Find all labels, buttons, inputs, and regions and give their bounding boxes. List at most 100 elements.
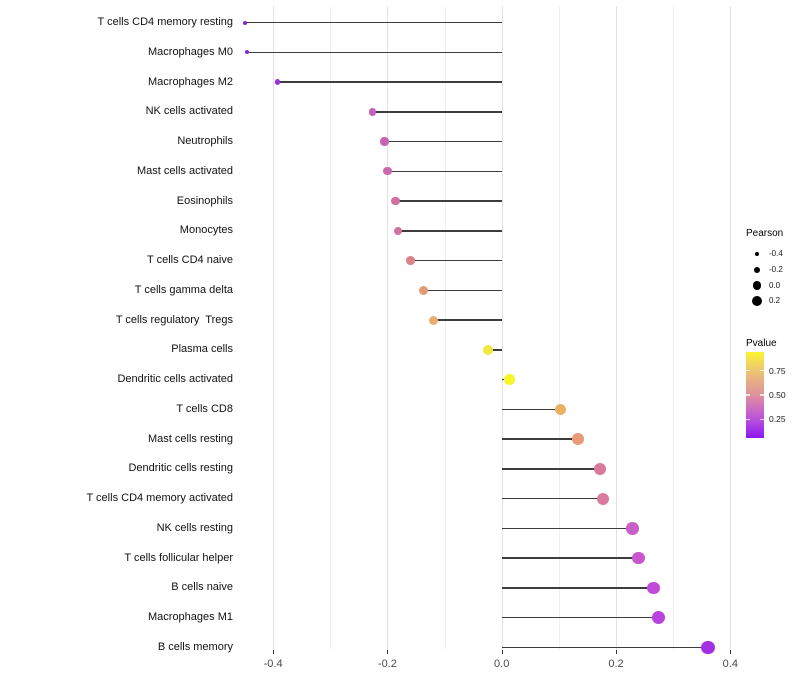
row-label: Mast cells activated — [137, 164, 233, 177]
row-label: B cells naive — [171, 581, 233, 594]
pvalue-tick-label: 0.25 — [769, 414, 786, 425]
pvalue-gradient-bar — [746, 352, 764, 438]
lollipop-dot — [242, 20, 247, 25]
lollipop-stem — [501, 587, 654, 589]
gridline-major — [616, 6, 617, 650]
lollipop-stem — [387, 170, 502, 173]
row-label: NK cells resting — [156, 521, 233, 534]
legend-size-dot — [752, 296, 762, 307]
lollipop-stem — [501, 527, 633, 530]
lollipop-stem — [501, 438, 579, 440]
row-label: NK cells activated — [145, 105, 233, 118]
lollipop-stem — [277, 81, 502, 83]
legend-size-label: 0.0 — [769, 280, 781, 290]
lollipop-dot — [383, 167, 392, 176]
lollipop-dot — [380, 137, 389, 146]
lollipop-dot — [701, 640, 715, 655]
lollipop-dot — [504, 374, 515, 385]
x-tick-mark — [730, 650, 732, 654]
lollipop-stem — [487, 349, 502, 351]
pvalue-tick-mark — [760, 369, 764, 372]
row-label: B cells memory — [157, 640, 233, 653]
lollipop-dot — [245, 50, 250, 55]
x-tick-label: 0.4 — [722, 658, 738, 670]
pvalue-tick-mark — [746, 394, 750, 396]
legend-pearson-title: Pearson — [746, 228, 784, 239]
row-label: T cells CD4 memory resting — [97, 16, 234, 28]
legend-size-dot — [754, 252, 760, 257]
gridline-major — [387, 6, 389, 650]
lollipop-dot — [554, 403, 567, 416]
x-tick-label: -0.4 — [263, 658, 283, 670]
row-label: Dendritic cells resting — [128, 462, 233, 475]
lollipop-dot — [275, 79, 281, 85]
row-label: Macrophages M2 — [148, 75, 233, 88]
pvalue-tick-mark — [746, 369, 750, 372]
legend-size-dot — [753, 266, 761, 274]
pvalue-tick-mark — [760, 394, 764, 396]
x-tick-label: 0.2 — [608, 658, 624, 670]
legend-pvalue-title: Pvalue — [746, 338, 777, 349]
lollipop-dot — [652, 611, 666, 625]
lollipop-stem — [501, 616, 659, 619]
lollipop-dot — [391, 196, 400, 206]
lollipop-stem — [372, 111, 502, 113]
pvalue-tick-label: 0.50 — [769, 390, 786, 400]
row-label: Plasma cells — [171, 343, 233, 356]
row-label: Macrophages M1 — [148, 611, 233, 624]
x-tick-label: -0.2 — [377, 658, 397, 670]
lollipop-stem — [501, 557, 639, 559]
lollipop-stem — [244, 21, 502, 24]
x-tick-mark — [273, 650, 275, 654]
legend-size-dot — [752, 281, 762, 290]
lollipop-stem — [398, 230, 502, 232]
lollipop-dot — [405, 256, 415, 265]
gridline-minor — [444, 6, 446, 650]
gridline-minor — [673, 6, 675, 650]
gridline-major — [273, 6, 275, 650]
lollipop-stem — [501, 408, 561, 411]
row-label: T cells follicular helper — [124, 551, 233, 564]
pvalue-tick-mark — [746, 418, 750, 421]
lollipop-dot — [626, 522, 639, 535]
row-label: Mast cells resting — [148, 432, 233, 445]
lollipop-stem — [501, 646, 708, 649]
row-label: T cells CD8 — [176, 402, 233, 415]
legend-size-label: -0.2 — [769, 264, 783, 274]
lollipop-stem — [395, 200, 502, 202]
lollipop-dot — [572, 433, 585, 445]
x-tick-label: 0.0 — [494, 658, 510, 670]
lollipop-dot — [368, 107, 377, 116]
row-label: Monocytes — [179, 224, 233, 237]
row-label: T cells CD4 memory activated — [86, 492, 233, 505]
gridline-minor — [330, 6, 332, 650]
gridline-major — [501, 6, 503, 650]
lollipop-dot — [394, 226, 403, 236]
x-tick-mark — [387, 650, 389, 654]
lollipop-dot — [646, 581, 660, 595]
lollipop-stem — [423, 289, 502, 292]
row-label: Eosinophils — [176, 194, 233, 207]
x-tick-mark — [501, 650, 503, 654]
gridline-major — [730, 6, 732, 650]
row-label: Neutrophils — [177, 135, 233, 148]
lollipop-dot — [428, 315, 438, 325]
row-label: Dendritic cells activated — [117, 373, 233, 386]
lollipop-dot — [482, 344, 494, 355]
gridline-minor — [558, 6, 560, 650]
lollipop-dot — [418, 285, 428, 295]
legend-size-label: -0.4 — [769, 249, 783, 259]
pvalue-tick-mark — [760, 418, 764, 421]
row-label: T cells CD4 naive — [147, 254, 233, 267]
lollipop-stem — [410, 259, 502, 262]
lollipop-stem — [384, 140, 502, 143]
lollipop-dot — [631, 551, 645, 565]
lollipop-stem — [501, 468, 600, 470]
lollipop-stem — [501, 497, 604, 500]
lollipop-dot — [597, 492, 610, 505]
lollipop-dot — [593, 462, 607, 475]
x-tick-mark — [616, 650, 617, 654]
row-label: T cells regulatory Tregs — [115, 313, 233, 326]
